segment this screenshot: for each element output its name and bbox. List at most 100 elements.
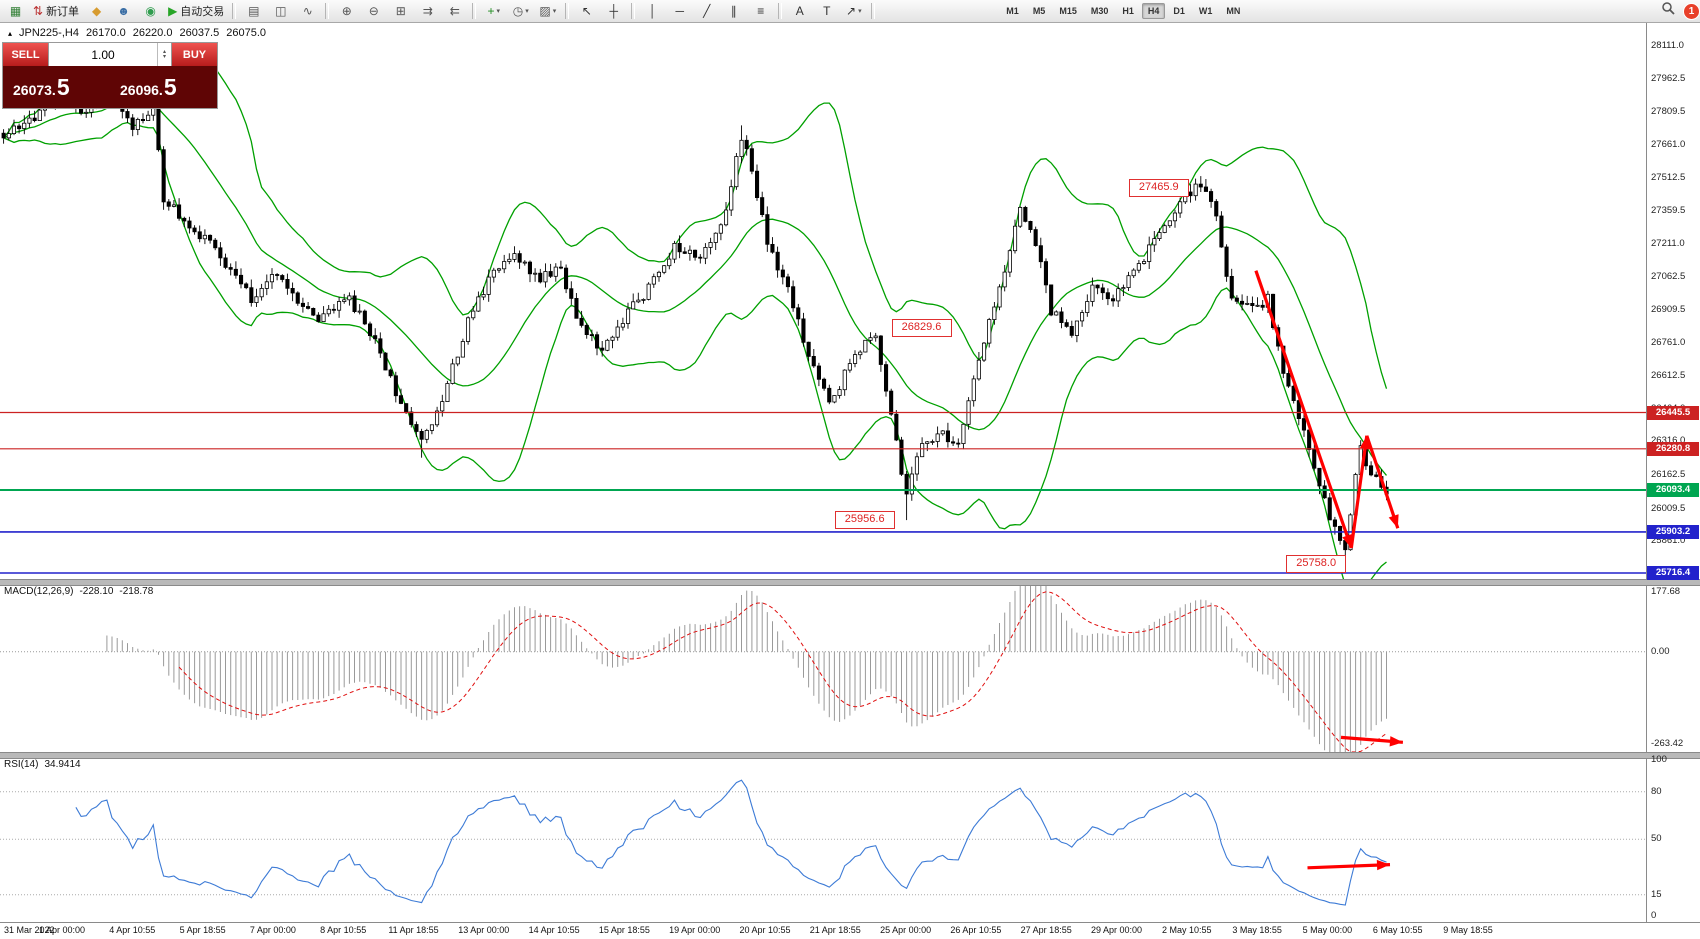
one-click-trading-panel: SELL 1.00 ▴ ▾ BUY 26073. 5 26096. 5 [2, 42, 218, 109]
trendline-icon: ╱ [703, 4, 711, 18]
line-chart-button[interactable]: ∿ [295, 1, 320, 22]
buy-price-frac: 5 [163, 73, 177, 100]
new-order-button[interactable]: ⇅ 新订单 [30, 1, 82, 22]
sell-price[interactable]: 26073. 5 [3, 73, 110, 100]
spinner-up-icon[interactable]: ▴ [162, 48, 166, 55]
volume-spinner[interactable]: ▴ ▾ [157, 43, 171, 66]
timeframe-button-m5[interactable]: M5 [1032, 6, 1046, 16]
rsi-line [75, 779, 1387, 906]
toolbar-separator [472, 3, 477, 19]
templates-icon: ▨ [539, 4, 551, 18]
buy-button[interactable]: BUY [172, 43, 217, 66]
trendline-button[interactable]: ╱ [694, 1, 719, 22]
toolbar-separator [778, 3, 783, 19]
macd-histogram [106, 584, 1387, 752]
text-label-button[interactable]: T [814, 1, 839, 22]
bollinger-bands [3, 43, 1388, 579]
timeframe-button-h1[interactable]: H1 [1122, 6, 1134, 16]
volume-input[interactable]: 1.00 [91, 47, 115, 62]
line-chart-icon: ∿ [302, 4, 313, 18]
timeframe-button-d1[interactable]: D1 [1173, 6, 1185, 16]
ohlc-bars-icon: ▤ [248, 4, 260, 18]
arrows-icon: ↗ [846, 4, 857, 18]
candlestick-chart-button[interactable]: ◫ [268, 1, 293, 22]
open-price: 26170.0 [85, 27, 126, 39]
search-icon[interactable] [1661, 1, 1676, 21]
rsi-indicator-header: RSI(14) 34.9414 [4, 759, 81, 770]
timeframe-button-w1[interactable]: W1 [1198, 6, 1213, 16]
autotrading-button[interactable]: ▶ 自动交易 [165, 1, 227, 22]
tile-windows-icon: ⊞ [395, 4, 406, 18]
symbol-direction-icon: ▴ [8, 28, 13, 38]
chart-shift-icon: ⇇ [449, 4, 460, 18]
autotrading-button-label: 自动交易 [180, 6, 225, 18]
cursor-button[interactable]: ↖ [574, 1, 599, 22]
toolbar-right: 1 [1661, 0, 1700, 22]
toolbar-buttons: ▦ ⇅ 新订单 ◆ ☻ ◉ ▶ 自动交易 ▤ ◫ ∿ ⊕ ⊖ ⊞ ⇉ ⇇ + ▾ ◷ ▾ ▨ ▾ ↖ ┼ │ ─ ╱ ∥ ≡ A T ↗ ▾ [2, 0, 879, 22]
vertical-line-icon: │ [649, 4, 657, 18]
text-icon: A [795, 4, 804, 18]
news-button[interactable]: ◉ [138, 1, 163, 22]
periods-icon: ◷ [512, 4, 524, 18]
auto-scroll-button[interactable]: ⇉ [415, 1, 440, 22]
zoom-in-button[interactable]: ⊕ [334, 1, 359, 22]
timeframe-button-m1[interactable]: M1 [1006, 6, 1019, 16]
zoom-out-button[interactable]: ⊖ [361, 1, 386, 22]
indicators-icon: + [487, 4, 495, 18]
equidistant-channel-button[interactable]: ∥ [721, 1, 746, 22]
sell-button[interactable]: SELL [3, 43, 48, 66]
new-chart-button[interactable]: ▦ [3, 1, 28, 22]
price-axis-border [1646, 22, 1647, 922]
chart-shift-button[interactable]: ⇇ [442, 1, 467, 22]
new-order-button-label: 新订单 [46, 6, 80, 18]
notification-badge[interactable]: 1 [1683, 2, 1700, 20]
chevron-down-icon: ▾ [496, 8, 501, 15]
crosshair-button[interactable]: ┼ [601, 1, 626, 22]
arrows-button[interactable]: ↗ ▾ [841, 1, 866, 22]
timeframe-button-m30[interactable]: M30 [1090, 6, 1109, 16]
spinner-down-icon[interactable]: ▾ [162, 53, 166, 60]
trend-arrows[interactable] [1254, 270, 1404, 871]
macd-value: -228.10 [79, 586, 114, 597]
high-price: 26220.0 [132, 27, 173, 39]
time-axis-border [0, 922, 1700, 923]
timeframe-button-m15[interactable]: M15 [1059, 6, 1077, 16]
timeframe-button-mn[interactable]: MN [1226, 6, 1241, 16]
vertical-line-button[interactable]: │ [640, 1, 665, 22]
horizontal-line-icon: ─ [675, 4, 685, 18]
toolbar-separator [325, 3, 330, 19]
one-click-controls: SELL 1.00 ▴ ▾ BUY [3, 43, 217, 66]
new-chart-icon: ▦ [9, 4, 22, 18]
mql5-community-icon: ◆ [91, 4, 102, 18]
toolbar: ▦ ⇅ 新订单 ◆ ☻ ◉ ▶ 自动交易 ▤ ◫ ∿ ⊕ ⊖ ⊞ ⇉ ⇇ + ▾ ◷ ▾ ▨ ▾ ↖ ┼ │ ─ ╱ ∥ ≡ A T ↗ ▾ M… [0, 0, 1700, 23]
text-button[interactable]: A [787, 1, 812, 22]
indicators-button[interactable]: + ▾ [481, 1, 506, 22]
panel-separator[interactable] [0, 579, 1700, 586]
toolbar-separator [871, 3, 876, 19]
templates-button[interactable]: ▨ ▾ [535, 1, 560, 22]
mql5-community-button[interactable]: ◆ [84, 1, 109, 22]
rsi-title: RSI(14) [4, 759, 39, 770]
timeframe-button-h4[interactable]: H4 [1141, 3, 1166, 19]
rsi-value: 34.9414 [44, 759, 81, 770]
volume-box: 1.00 ▴ ▾ [48, 43, 172, 66]
equidistant-channel-icon: ∥ [730, 4, 737, 18]
panel-separator[interactable] [0, 752, 1700, 759]
fibonacci-button[interactable]: ≡ [748, 1, 773, 22]
tile-windows-button[interactable]: ⊞ [388, 1, 413, 22]
profile-button[interactable]: ☻ [111, 1, 136, 22]
periods-button[interactable]: ◷ ▾ [508, 1, 533, 22]
profile-icon: ☻ [117, 4, 130, 18]
auto-scroll-icon: ⇉ [422, 4, 433, 18]
fibonacci-icon: ≡ [757, 4, 765, 18]
chevron-down-icon: ▾ [552, 8, 557, 15]
macd-indicator-header: MACD(12,26,9) -228.10 -218.78 [4, 586, 153, 597]
ohlc-bars-button[interactable]: ▤ [241, 1, 266, 22]
buy-price[interactable]: 26096. 5 [110, 73, 217, 100]
sell-price-frac: 5 [56, 73, 70, 100]
macd-signal-value: -218.78 [119, 586, 154, 597]
toolbar-separator [232, 3, 237, 19]
horizontal-line-button[interactable]: ─ [667, 1, 692, 22]
sell-price-main: 26073. [13, 81, 56, 98]
